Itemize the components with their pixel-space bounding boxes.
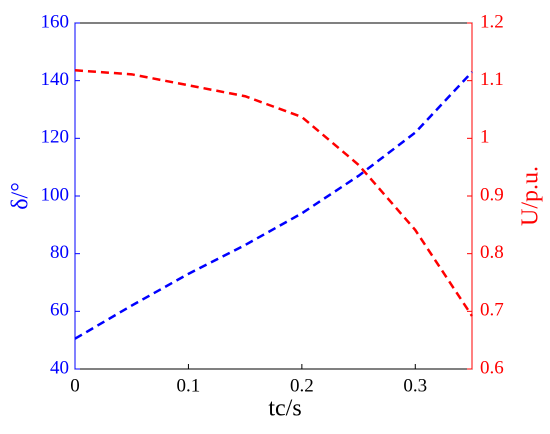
y2-tick-label: 0.6 — [480, 357, 504, 378]
y-tick-label: 80 — [50, 242, 69, 263]
y-tick-label: 160 — [41, 11, 70, 32]
y-tick-label: 60 — [50, 300, 69, 321]
y2-tick-label: 1 — [480, 127, 490, 148]
y2-tick-label: 0.8 — [480, 242, 504, 263]
x-axis-label: tc/s — [268, 396, 301, 422]
x-tick-label: 0.1 — [177, 375, 201, 396]
y2-tick-label: 1.2 — [480, 11, 504, 32]
line-series — [74, 69, 474, 317]
y-tick-label: 40 — [50, 357, 69, 378]
y2-tick-label: 1.1 — [480, 69, 504, 90]
y-tick-label: 100 — [41, 184, 70, 205]
y2-axis-label: U/p.u. — [518, 166, 544, 226]
x-tick-label: 0.3 — [403, 375, 427, 396]
y2-tick-label: 0.7 — [480, 300, 504, 321]
y-axis-label: δ/° — [8, 182, 34, 210]
x-tick-label: 0 — [70, 375, 80, 396]
y2-tick-label: 0.9 — [480, 184, 504, 205]
y-tick-label: 140 — [41, 69, 70, 90]
x-tick-label: 0.2 — [290, 375, 314, 396]
line-series — [74, 71, 473, 340]
y-tick-label: 120 — [41, 127, 70, 148]
